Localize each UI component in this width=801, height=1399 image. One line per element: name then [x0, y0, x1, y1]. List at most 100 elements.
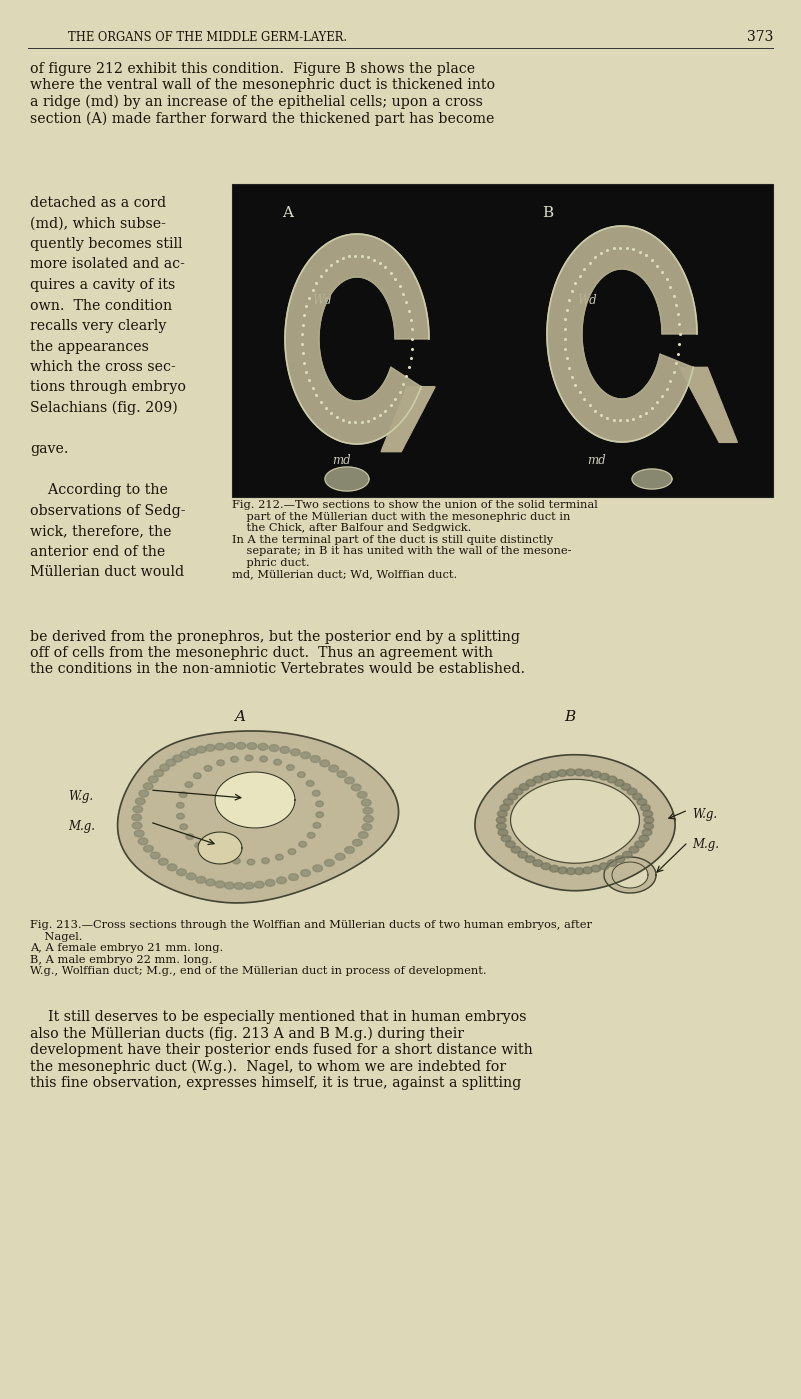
Polygon shape	[716, 436, 736, 438]
Polygon shape	[180, 751, 190, 758]
Polygon shape	[396, 411, 422, 413]
Polygon shape	[384, 443, 405, 445]
Polygon shape	[533, 859, 543, 866]
Polygon shape	[513, 788, 523, 795]
Polygon shape	[135, 830, 144, 837]
Polygon shape	[274, 760, 282, 765]
Polygon shape	[344, 776, 354, 783]
Polygon shape	[607, 859, 617, 866]
Polygon shape	[541, 863, 551, 870]
Polygon shape	[686, 381, 714, 383]
Polygon shape	[401, 400, 429, 402]
Polygon shape	[525, 856, 535, 863]
Text: the appearances: the appearances	[30, 340, 149, 354]
Polygon shape	[357, 792, 367, 799]
Polygon shape	[591, 771, 602, 778]
Polygon shape	[310, 755, 320, 762]
Polygon shape	[358, 831, 368, 838]
Polygon shape	[614, 779, 624, 786]
Polygon shape	[215, 881, 225, 888]
Text: W.g.: W.g.	[692, 809, 717, 821]
Polygon shape	[703, 411, 726, 414]
Polygon shape	[308, 832, 315, 838]
Polygon shape	[363, 807, 373, 814]
Polygon shape	[504, 799, 513, 806]
Polygon shape	[533, 776, 543, 783]
Polygon shape	[698, 404, 723, 406]
Polygon shape	[198, 832, 242, 865]
Polygon shape	[186, 873, 196, 880]
Polygon shape	[245, 755, 253, 761]
Polygon shape	[549, 771, 558, 778]
Polygon shape	[159, 764, 170, 771]
Polygon shape	[393, 420, 417, 421]
Bar	[232, 185, 773, 497]
Polygon shape	[288, 874, 299, 880]
Text: Fig. 212.—Two sections to show the union of the solid terminal
    part of the M: Fig. 212.—Two sections to show the union…	[232, 499, 598, 579]
Polygon shape	[698, 402, 722, 404]
Polygon shape	[312, 865, 323, 872]
Polygon shape	[244, 883, 254, 890]
Text: B: B	[542, 206, 553, 220]
Polygon shape	[133, 806, 143, 813]
Polygon shape	[395, 416, 421, 417]
Text: THE ORGANS OF THE MIDDLE GERM-LAYER.: THE ORGANS OF THE MIDDLE GERM-LAYER.	[68, 31, 347, 43]
Polygon shape	[712, 429, 733, 431]
Polygon shape	[300, 870, 311, 877]
Polygon shape	[215, 772, 295, 828]
Polygon shape	[258, 743, 268, 750]
Polygon shape	[403, 395, 431, 397]
Polygon shape	[166, 760, 176, 767]
Text: A: A	[235, 711, 245, 725]
Polygon shape	[566, 867, 576, 874]
Polygon shape	[196, 876, 206, 883]
Text: Fig. 213.—Cross sections through the Wolffian and Müllerian ducts of two human e: Fig. 213.—Cross sections through the Wol…	[30, 921, 592, 977]
Polygon shape	[704, 414, 727, 416]
Polygon shape	[497, 823, 506, 830]
Polygon shape	[718, 441, 738, 442]
Polygon shape	[390, 427, 414, 428]
Polygon shape	[686, 379, 713, 381]
Polygon shape	[541, 774, 550, 781]
Polygon shape	[269, 744, 279, 751]
Polygon shape	[196, 746, 206, 753]
Polygon shape	[225, 883, 235, 888]
Polygon shape	[389, 429, 413, 432]
Polygon shape	[402, 397, 430, 399]
Polygon shape	[167, 863, 177, 870]
Polygon shape	[118, 732, 399, 902]
Polygon shape	[500, 804, 509, 811]
Polygon shape	[390, 428, 413, 429]
Polygon shape	[497, 810, 507, 817]
Polygon shape	[690, 389, 717, 390]
Polygon shape	[312, 790, 320, 796]
Text: of figure 212 exhibit this condition.  Figure B shows the place
where the ventra: of figure 212 exhibit this condition. Fi…	[30, 62, 495, 126]
Polygon shape	[689, 385, 715, 386]
Polygon shape	[591, 865, 601, 872]
Polygon shape	[404, 393, 432, 395]
Polygon shape	[599, 863, 609, 870]
Polygon shape	[691, 390, 718, 392]
Polygon shape	[328, 765, 339, 772]
Polygon shape	[381, 450, 402, 452]
Polygon shape	[396, 413, 421, 416]
Polygon shape	[701, 407, 724, 410]
Polygon shape	[697, 400, 721, 402]
Polygon shape	[185, 782, 193, 788]
Polygon shape	[344, 846, 355, 853]
Polygon shape	[517, 852, 528, 858]
Polygon shape	[204, 765, 212, 771]
Polygon shape	[225, 743, 235, 750]
Polygon shape	[713, 431, 734, 432]
Polygon shape	[385, 441, 407, 442]
Polygon shape	[382, 448, 403, 450]
Polygon shape	[206, 879, 215, 886]
Polygon shape	[176, 803, 184, 809]
Polygon shape	[557, 769, 567, 776]
Polygon shape	[547, 227, 697, 442]
Text: md: md	[332, 455, 351, 467]
Polygon shape	[362, 824, 372, 831]
Polygon shape	[406, 389, 434, 390]
Polygon shape	[717, 438, 737, 441]
Polygon shape	[179, 792, 187, 797]
